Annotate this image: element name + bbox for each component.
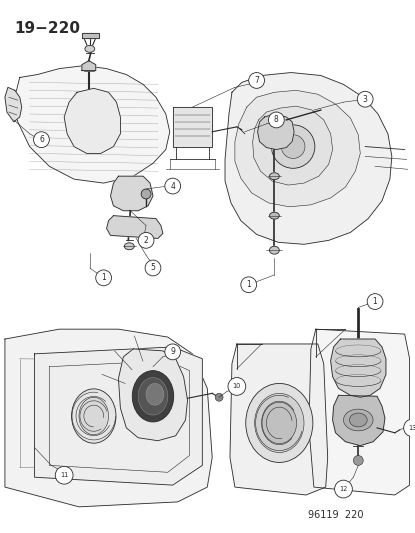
Text: 1: 1 (101, 273, 106, 282)
Text: 3: 3 (363, 95, 368, 104)
Ellipse shape (138, 377, 168, 415)
Circle shape (141, 189, 151, 199)
Polygon shape (5, 87, 22, 122)
Circle shape (241, 277, 256, 293)
Ellipse shape (146, 383, 164, 405)
Text: 96119  220: 96119 220 (308, 510, 363, 520)
Circle shape (215, 393, 223, 401)
Circle shape (357, 91, 373, 107)
Polygon shape (258, 114, 294, 150)
Circle shape (334, 480, 352, 498)
Circle shape (165, 344, 181, 360)
Polygon shape (64, 88, 120, 154)
Circle shape (269, 112, 284, 128)
Circle shape (228, 377, 246, 395)
Polygon shape (5, 329, 212, 507)
Text: 11: 11 (60, 472, 68, 478)
Polygon shape (253, 106, 332, 185)
Text: 1: 1 (373, 297, 377, 306)
Ellipse shape (79, 397, 109, 435)
Text: 13: 13 (408, 425, 415, 431)
Polygon shape (309, 329, 410, 495)
Polygon shape (230, 344, 328, 495)
Circle shape (138, 232, 154, 248)
Polygon shape (15, 66, 170, 183)
Text: 5: 5 (151, 263, 156, 272)
Text: 1: 1 (247, 280, 251, 289)
Text: 8: 8 (274, 116, 279, 124)
Ellipse shape (344, 409, 373, 431)
Text: 12: 12 (339, 486, 348, 492)
Text: 4: 4 (170, 182, 175, 191)
Polygon shape (332, 395, 385, 446)
Circle shape (367, 294, 383, 310)
Ellipse shape (262, 402, 297, 443)
Circle shape (249, 72, 264, 88)
Text: 19−220: 19−220 (14, 21, 80, 36)
Ellipse shape (349, 413, 367, 427)
Ellipse shape (246, 383, 313, 463)
Ellipse shape (124, 243, 134, 250)
Circle shape (55, 466, 73, 484)
Circle shape (145, 260, 161, 276)
Ellipse shape (255, 393, 304, 453)
Circle shape (281, 135, 305, 158)
Polygon shape (331, 339, 386, 397)
Text: 7: 7 (254, 76, 259, 85)
Ellipse shape (269, 246, 279, 254)
Circle shape (353, 456, 363, 465)
Text: 6: 6 (39, 135, 44, 144)
Ellipse shape (269, 173, 279, 180)
Polygon shape (82, 33, 99, 38)
Text: 2: 2 (144, 236, 149, 245)
Ellipse shape (269, 212, 279, 219)
Polygon shape (107, 216, 163, 238)
Circle shape (96, 270, 112, 286)
Ellipse shape (132, 370, 174, 422)
Polygon shape (173, 107, 212, 147)
Ellipse shape (71, 389, 116, 443)
Polygon shape (225, 72, 392, 244)
Circle shape (34, 132, 49, 148)
Circle shape (165, 178, 181, 194)
Polygon shape (110, 176, 153, 211)
Text: 9: 9 (170, 348, 175, 357)
Ellipse shape (85, 45, 95, 52)
Circle shape (271, 125, 315, 168)
Polygon shape (34, 347, 203, 485)
Polygon shape (235, 90, 360, 207)
Text: 10: 10 (233, 383, 241, 390)
Polygon shape (82, 61, 96, 70)
Circle shape (404, 419, 415, 437)
Polygon shape (118, 349, 188, 441)
